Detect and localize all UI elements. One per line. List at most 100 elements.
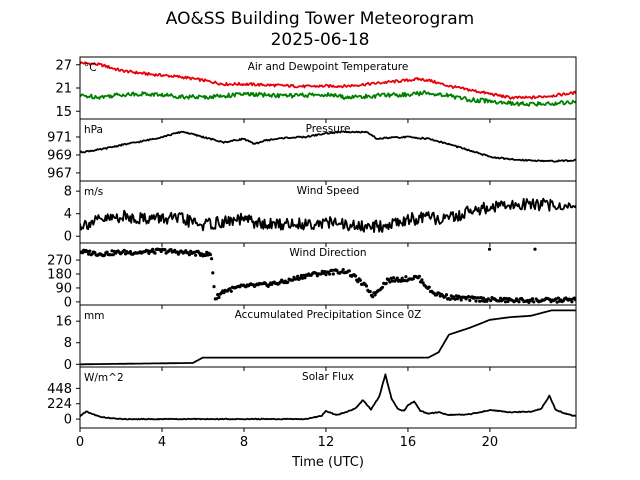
wind-direction-point (205, 250, 209, 254)
x-tick-label: 8 (240, 435, 248, 450)
wind-direction-point (480, 299, 484, 303)
wind-direction-point (303, 276, 307, 280)
wind-direction-point (380, 285, 385, 289)
wind-direction-point (194, 253, 198, 257)
y-tick-label: 0 (64, 358, 72, 373)
y-tick-label: 971 (47, 130, 72, 145)
wind-direction-point (454, 294, 458, 298)
wind-direction-point (229, 289, 233, 293)
panel-unit-label: mm (84, 310, 104, 322)
wind-direction-point (448, 297, 452, 301)
panel-precip: 0 8 16 Accumulated Precipitation Since 0Z mm (55, 304, 577, 373)
y-tick-label: 8 (64, 185, 72, 200)
wind-direction-point (554, 297, 558, 301)
series-line-pressure-0 (80, 130, 576, 163)
panel-wind_speed: 0 4 8 Wind Speed m/s (64, 180, 577, 247)
y-tick-label: 224 (47, 397, 72, 412)
panel-title: Wind Direction (289, 247, 366, 259)
wind-direction-point (212, 285, 216, 289)
wind-direction-point (169, 248, 173, 252)
wind-direction-point (87, 252, 91, 256)
wind-direction-point (533, 247, 537, 251)
series-dots-wind_direction (80, 247, 576, 304)
wind-direction-point (328, 272, 332, 276)
wind-direction-point (324, 273, 328, 277)
y-tick-label: 0 (64, 295, 72, 310)
panel-unit-label: hPa (84, 124, 103, 136)
series-line-temp-1 (80, 90, 576, 107)
wind-direction-point (400, 276, 404, 280)
x-tick-label: 12 (318, 435, 335, 450)
wind-direction-point (384, 281, 388, 285)
wind-direction-point (364, 284, 369, 288)
wind-direction-point (85, 249, 89, 254)
panel-title: Air and Dewpoint Temperature (248, 61, 409, 73)
wind-direction-point (373, 293, 377, 297)
panel-frame (79, 366, 577, 429)
wind-direction-point (210, 257, 214, 261)
y-tick-label: 27 (55, 58, 72, 73)
wind-direction-point (208, 253, 212, 257)
series-line-precip-0 (80, 309, 576, 366)
wind-direction-point (403, 278, 407, 283)
y-tick-label: 15 (55, 105, 72, 120)
wind-direction-point (203, 253, 207, 258)
wind-direction-point (459, 298, 463, 302)
wind-direction-point (301, 276, 305, 280)
panel-unit-label: °C (84, 62, 97, 74)
wind-direction-point (444, 293, 449, 297)
y-tick-label: 8 (64, 336, 72, 351)
wind-direction-point (505, 297, 509, 301)
wind-direction-point (368, 289, 372, 294)
wind-direction-point (341, 268, 345, 272)
wind-direction-point (347, 269, 351, 273)
wind-direction-point (340, 270, 344, 274)
wind-direction-point (478, 299, 482, 303)
panel-title: Pressure (306, 123, 351, 135)
x-tick-label: 16 (400, 435, 417, 450)
panel-temp: 15 21 27 Air and Dewpoint Temperature °C (55, 56, 577, 123)
wind-direction-point (489, 299, 493, 303)
panel-title: Wind Speed (297, 185, 360, 197)
y-tick-label: 448 (47, 382, 72, 397)
wind-direction-point (474, 299, 478, 303)
wind-direction-point (468, 298, 472, 302)
panel-unit-label: W/m^2 (84, 372, 124, 384)
wind-direction-point (392, 276, 396, 280)
wind-direction-point (110, 249, 114, 253)
wind-direction-point (499, 296, 503, 300)
wind-direction-point (353, 274, 358, 278)
wind-direction-point (399, 279, 403, 283)
wind-direction-point (153, 251, 157, 255)
wind-direction-point (314, 271, 318, 275)
wind-direction-point (109, 253, 113, 257)
wind-direction-point (420, 278, 424, 282)
wind-direction-point (455, 297, 460, 301)
x-tick-label: 20 (482, 435, 499, 450)
wind-direction-point (437, 291, 441, 295)
wind-direction-point (497, 299, 501, 303)
wind-direction-point (389, 276, 393, 280)
wind-direction-point (298, 276, 302, 280)
wind-direction-point (146, 249, 150, 253)
wind-direction-point (458, 295, 462, 299)
y-tick-label: 967 (47, 166, 72, 181)
wind-direction-point (556, 296, 561, 300)
wind-direction-point (453, 297, 457, 301)
wind-direction-point (476, 296, 480, 300)
wind-direction-point (319, 272, 323, 276)
wind-direction-point (80, 251, 85, 255)
panel-pressure: 967 969 971 Pressure hPa (47, 118, 577, 185)
wind-direction-point (449, 294, 453, 298)
panel-title: Accumulated Precipitation Since 0Z (235, 309, 422, 321)
chart-subtitle: 2025-06-18 (271, 30, 370, 50)
series-line-solar-0 (80, 373, 576, 421)
wind-direction-point (555, 300, 559, 304)
series-line-temp-0 (80, 61, 576, 100)
y-tick-label: 969 (47, 148, 72, 163)
wind-direction-point (485, 299, 489, 303)
wind-direction-point (390, 279, 394, 283)
wind-direction-point (503, 300, 508, 304)
